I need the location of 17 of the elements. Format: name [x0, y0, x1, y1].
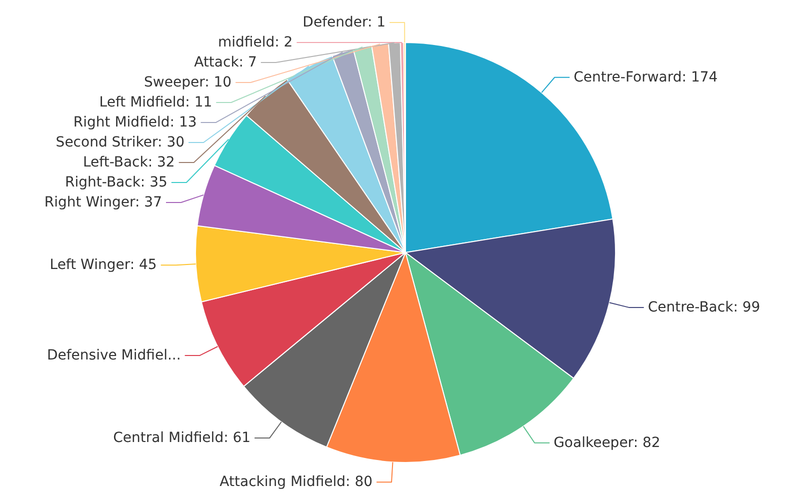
slice-label: Second Striker: 30: [56, 134, 185, 150]
slice-label: midfield: 2: [218, 34, 293, 50]
slice-label: Central Midfield: 61: [113, 430, 251, 446]
slice-label: Defensive Midfiel...: [46, 347, 181, 364]
slice-label: Centre-Back: 99: [648, 299, 760, 316]
slice-label: Goalkeeper: 82: [554, 434, 660, 451]
slice-label: Attack: 7: [194, 54, 257, 70]
slice-label: Right Midfield: 13: [73, 114, 197, 130]
slice-label: Defender: 1: [302, 14, 386, 30]
slice-label: Left Winger: 45: [50, 257, 157, 274]
slice-label: Sweeper: 10: [144, 74, 232, 90]
slice-label: Left Midfield: 11: [99, 94, 212, 110]
slice-label: Left-Back: 32: [82, 154, 175, 170]
slice-label: Right Winger: 37: [44, 194, 162, 210]
slice-label: Right-Back: 35: [65, 174, 168, 190]
slice-label: Attacking Midfield: 80: [220, 474, 373, 490]
slice-label: Centre-Forward: 174: [574, 69, 718, 86]
